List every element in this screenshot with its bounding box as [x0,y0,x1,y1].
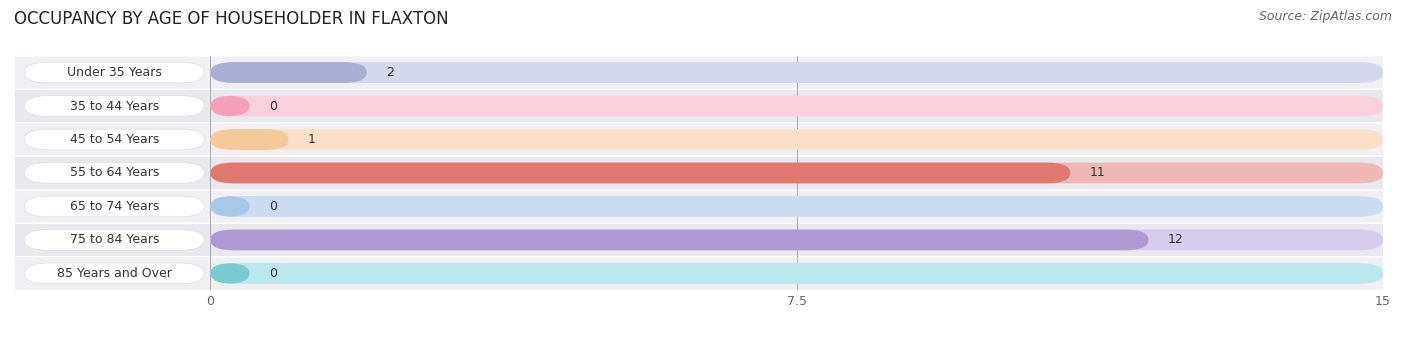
Text: 2: 2 [387,66,394,79]
FancyBboxPatch shape [211,196,249,217]
FancyBboxPatch shape [211,129,1384,150]
Text: 85 Years and Over: 85 Years and Over [56,267,172,280]
Text: 1: 1 [308,133,316,146]
Text: 55 to 64 Years: 55 to 64 Years [69,167,159,180]
Text: 0: 0 [269,200,277,213]
FancyBboxPatch shape [24,263,204,284]
FancyBboxPatch shape [15,224,1384,256]
FancyBboxPatch shape [24,129,204,150]
FancyBboxPatch shape [15,123,1384,156]
FancyBboxPatch shape [211,263,249,284]
FancyBboxPatch shape [15,257,1384,289]
Text: 0: 0 [269,100,277,113]
FancyBboxPatch shape [211,163,1070,183]
FancyBboxPatch shape [211,163,1384,183]
FancyBboxPatch shape [211,62,1384,83]
FancyBboxPatch shape [15,157,1384,189]
Text: 75 to 84 Years: 75 to 84 Years [69,234,159,246]
FancyBboxPatch shape [211,196,1384,217]
Text: OCCUPANCY BY AGE OF HOUSEHOLDER IN FLAXTON: OCCUPANCY BY AGE OF HOUSEHOLDER IN FLAXT… [14,10,449,28]
FancyBboxPatch shape [24,196,204,217]
Text: 11: 11 [1090,167,1105,180]
Text: Under 35 Years: Under 35 Years [67,66,162,79]
FancyBboxPatch shape [211,62,367,83]
Text: 0: 0 [269,267,277,280]
FancyBboxPatch shape [15,56,1384,89]
FancyBboxPatch shape [211,96,1384,116]
FancyBboxPatch shape [24,62,204,83]
Text: Source: ZipAtlas.com: Source: ZipAtlas.com [1258,10,1392,23]
FancyBboxPatch shape [24,96,204,116]
FancyBboxPatch shape [211,230,1384,250]
FancyBboxPatch shape [211,230,1149,250]
Text: 65 to 74 Years: 65 to 74 Years [69,200,159,213]
FancyBboxPatch shape [15,90,1384,122]
FancyBboxPatch shape [211,129,288,150]
FancyBboxPatch shape [211,96,249,116]
Text: 35 to 44 Years: 35 to 44 Years [70,100,159,113]
FancyBboxPatch shape [15,190,1384,222]
FancyBboxPatch shape [24,230,204,250]
FancyBboxPatch shape [211,263,1384,284]
Text: 45 to 54 Years: 45 to 54 Years [69,133,159,146]
FancyBboxPatch shape [24,163,204,183]
Text: 12: 12 [1168,234,1184,246]
